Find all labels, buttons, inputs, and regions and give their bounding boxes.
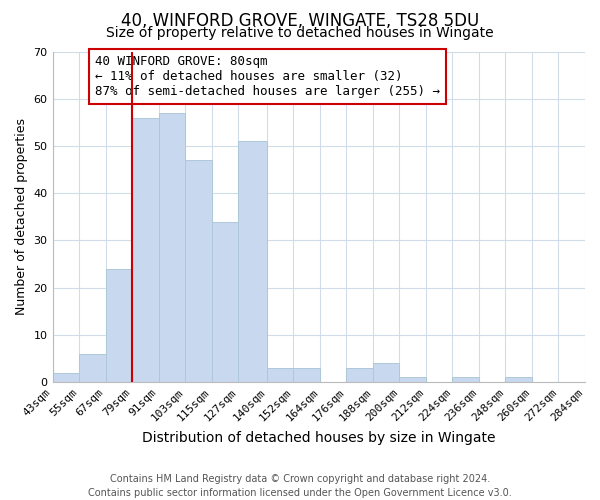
Text: Size of property relative to detached houses in Wingate: Size of property relative to detached ho… xyxy=(106,26,494,40)
X-axis label: Distribution of detached houses by size in Wingate: Distribution of detached houses by size … xyxy=(142,431,496,445)
Bar xyxy=(452,378,479,382)
Text: 40, WINFORD GROVE, WINGATE, TS28 5DU: 40, WINFORD GROVE, WINGATE, TS28 5DU xyxy=(121,12,479,30)
Bar xyxy=(238,141,267,382)
Y-axis label: Number of detached properties: Number of detached properties xyxy=(15,118,28,316)
Bar xyxy=(267,368,293,382)
Bar xyxy=(53,372,79,382)
Bar xyxy=(373,363,400,382)
Bar xyxy=(293,368,320,382)
Bar xyxy=(158,113,185,382)
Bar xyxy=(400,378,426,382)
Bar xyxy=(185,160,212,382)
Text: 40 WINFORD GROVE: 80sqm
← 11% of detached houses are smaller (32)
87% of semi-de: 40 WINFORD GROVE: 80sqm ← 11% of detache… xyxy=(95,55,440,98)
Text: Contains HM Land Registry data © Crown copyright and database right 2024.
Contai: Contains HM Land Registry data © Crown c… xyxy=(88,474,512,498)
Bar xyxy=(106,268,132,382)
Bar xyxy=(132,118,158,382)
Bar xyxy=(585,378,600,382)
Bar xyxy=(346,368,373,382)
Bar xyxy=(505,378,532,382)
Bar xyxy=(212,222,238,382)
Bar xyxy=(79,354,106,382)
